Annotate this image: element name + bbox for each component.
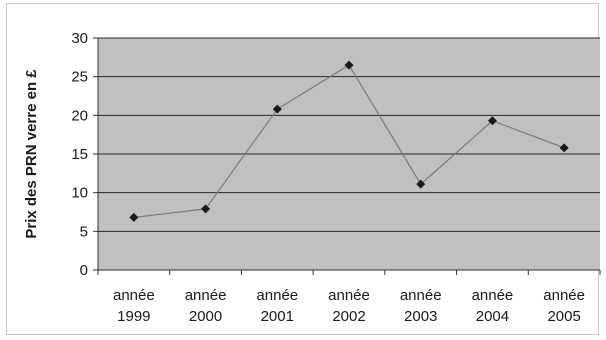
data-point (272, 104, 282, 114)
x-tick-label: année 2002 (328, 287, 370, 325)
x-tick-label: année 2004 (472, 287, 514, 325)
y-tick-label: 15 (71, 146, 88, 163)
x-tick-label: année 2000 (185, 287, 227, 325)
data-point (201, 204, 211, 214)
y-tick-label: 0 (80, 262, 88, 279)
x-tick-label: année 1999 (113, 287, 155, 325)
data-point (487, 116, 497, 126)
y-tick-label: 30 (71, 30, 88, 47)
data-point (129, 212, 139, 222)
y-axis-title: Prix des PRN verre en £ (23, 69, 40, 239)
y-tick-label: 5 (80, 223, 88, 240)
data-point (416, 179, 426, 189)
x-tick-label: année 2001 (256, 287, 298, 325)
y-tick-label: 25 (71, 69, 88, 86)
data-point (559, 143, 569, 153)
x-tick-label: année 2005 (543, 287, 585, 325)
y-tick-label: 10 (71, 185, 88, 202)
x-axis: année 1999 année 2000 année 2001 année 2002 anné… (97, 269, 601, 325)
gridlines (98, 37, 600, 232)
x-tick-label: année 2003 (400, 287, 442, 325)
y-axis: 0 5 10 15 20 25 30 (71, 30, 99, 279)
data-point (344, 60, 354, 70)
y-tick-label: 20 (71, 107, 88, 124)
data-markers (129, 60, 569, 222)
